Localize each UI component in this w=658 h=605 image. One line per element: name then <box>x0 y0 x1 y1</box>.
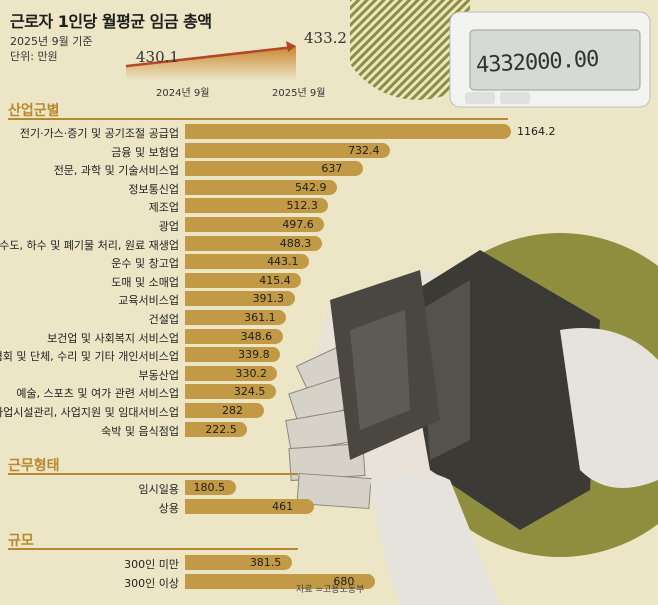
section-title-employment: 근무형태 <box>8 458 60 474</box>
calculator-illustration <box>449 11 651 108</box>
section-title-size: 규모 <box>8 533 34 549</box>
bar <box>185 291 295 307</box>
bar-value-label: 732.4 <box>348 143 380 157</box>
bar-category-label: 전기·가스·증기 및 공기조절 공급업 <box>19 127 179 140</box>
bar-value-label: 415.4 <box>259 273 291 287</box>
bar-category-label: 300인 이상 <box>124 576 179 590</box>
bar-value-label: 488.3 <box>279 236 312 250</box>
bar-category-label: 300인 미만 <box>124 558 179 571</box>
bar-value-label: 1164.2 <box>516 125 556 138</box>
bar <box>185 310 287 325</box>
bar-category-label: 숙박 및 음식점업 <box>101 424 179 438</box>
bar-category-label: 상용 <box>158 501 179 515</box>
bar-category-label: 광업 <box>158 220 179 233</box>
trend-line <box>125 46 291 68</box>
bar-value-label: 330.2 <box>235 366 267 380</box>
bar <box>185 384 276 400</box>
bar <box>185 161 364 177</box>
bar-value-label: 282 <box>221 404 243 417</box>
bar-value-label: 542.9 <box>295 180 327 194</box>
section-rule-employment <box>8 473 298 475</box>
bar-value-label: 443.1 <box>267 255 299 269</box>
trend-area <box>126 45 296 80</box>
bar-value-label: 381.5 <box>249 556 282 569</box>
bar <box>185 272 302 288</box>
striped-circle <box>350 0 470 100</box>
bar <box>185 217 325 232</box>
bar-category-label: 전문, 과학 및 기술서비스업 <box>53 164 179 178</box>
bar <box>185 555 292 570</box>
trend-value-2024: 430.1 <box>136 48 179 66</box>
section-rule-size <box>8 548 298 550</box>
bar-category-label: 수도, 하수 및 폐기물 처리, 원료 재생업 <box>0 238 179 252</box>
bar <box>185 254 310 270</box>
bar-value-label: 348.6 <box>240 329 273 343</box>
bar <box>185 142 391 158</box>
bar-value-label: 512.3 <box>286 199 318 213</box>
bar <box>185 573 376 589</box>
bar <box>185 235 322 251</box>
bar-value-label: 497.6 <box>282 218 314 231</box>
bar-value-label: 222.5 <box>205 422 237 436</box>
bar-category-label: 협회 및 단체, 수리 및 기타 개인서비스업 <box>0 350 179 364</box>
bar-category-label: 교육서비스업 <box>118 294 179 308</box>
bar-category-label: 임시일용 <box>138 483 179 496</box>
source-note: 자료 =고용노동부 <box>296 585 365 595</box>
bar <box>185 347 281 363</box>
bar <box>185 198 329 214</box>
trend-label-2024: 2024년 9월 <box>156 88 210 99</box>
bar-value-label: 461 <box>272 499 294 513</box>
bar <box>185 365 278 381</box>
section-title-industry: 산업군별 <box>8 103 60 119</box>
bar-category-label: 부동산업 <box>138 368 179 382</box>
bar <box>185 328 283 344</box>
bar <box>185 179 337 195</box>
bar-value-label: 391.3 <box>252 292 285 306</box>
trend-value-2025: 433.2 <box>304 29 347 47</box>
bar <box>185 480 236 495</box>
date-note: 2025년 9월 기준 <box>10 35 93 48</box>
bar <box>185 498 315 514</box>
bar-category-label: 건설업 <box>148 313 179 326</box>
section-rule-industry <box>8 118 508 120</box>
bar <box>185 421 248 437</box>
trend-label-2025: 2025년 9월 <box>272 88 326 99</box>
bar-category-label: 예술, 스포츠 및 여가 관련 서비스업 <box>16 387 179 401</box>
bar-value-label: 339.8 <box>238 348 270 362</box>
bar-value-label: 361.1 <box>244 311 276 324</box>
wallet-illustration <box>285 250 658 605</box>
bar-value-label: 324.5 <box>233 385 266 399</box>
page-title: 근로자 1인당 월평균 임금 총액 <box>10 12 212 31</box>
bar <box>185 124 511 139</box>
bar-value-label: 680 <box>333 574 355 588</box>
trend-chart <box>125 40 296 80</box>
bar-value-label: 180.5 <box>193 481 226 494</box>
bar <box>185 403 264 418</box>
bar-value-label: 637 <box>321 162 343 176</box>
unit-note: 단위: 만원 <box>10 50 58 63</box>
bar-category-label: 금융 및 보험업 <box>111 145 179 159</box>
trend-arrow-icon <box>286 40 296 52</box>
bar-category-label: 운수 및 창고업 <box>111 257 179 271</box>
bar-category-label: 보건업 및 사회복지 서비스업 <box>47 331 179 345</box>
bar-category-label: 제조업 <box>148 201 179 215</box>
bar-category-label: 사업시설관리, 사업지원 및 임대서비스업 <box>0 406 179 419</box>
bar-category-label: 도매 및 소매업 <box>111 275 179 289</box>
bar-category-label: 정보통신업 <box>128 182 179 196</box>
